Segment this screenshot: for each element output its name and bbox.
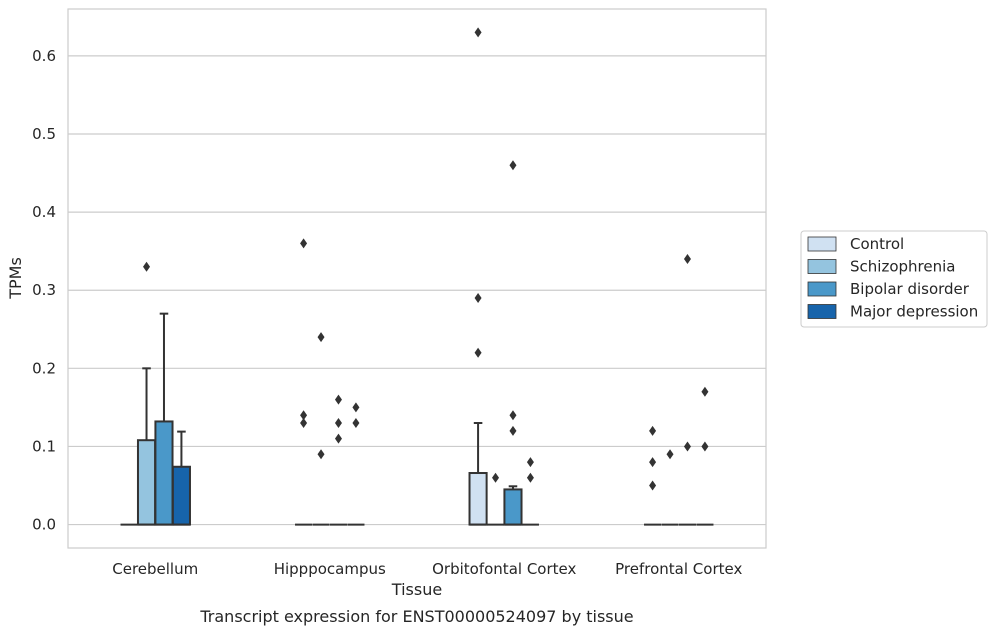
- outlier-point: [649, 425, 657, 436]
- outlier-point: [701, 386, 709, 397]
- legend-label: Control: [850, 235, 904, 253]
- y-tick-label: 0.3: [32, 281, 56, 299]
- legend-frame: [800, 230, 988, 328]
- y-tick-label: 0.2: [32, 359, 56, 377]
- box-body: [154, 420, 174, 526]
- legend-swatch: [807, 236, 837, 252]
- box-2-2: [503, 160, 523, 526]
- outlier-point: [334, 418, 342, 429]
- outlier-point: [509, 160, 517, 171]
- outlier-point: [474, 27, 482, 38]
- box-3-1: [661, 449, 679, 526]
- y-axis-ticks: 0.0 0.1 0.2 0.3 0.4 0.5 0.6: [32, 47, 56, 534]
- box-1-1: [312, 332, 330, 526]
- box-3-2: [678, 253, 697, 526]
- outlier-point: [509, 410, 517, 421]
- gridlines: [68, 55, 766, 526]
- chart-caption: Transcript expression for ENST0000052409…: [199, 607, 633, 626]
- outlier-point: [492, 472, 500, 483]
- box-body: [503, 488, 523, 526]
- y-tick-label: 0.5: [32, 125, 56, 143]
- outlier-point: [352, 418, 360, 429]
- box-body: [468, 472, 488, 526]
- box-0-1: [136, 261, 157, 526]
- outlier-point: [701, 441, 709, 452]
- box-1-2: [329, 394, 348, 526]
- outlier-point: [352, 402, 360, 413]
- outlier-point: [649, 457, 657, 468]
- outlier-point: [300, 410, 308, 421]
- outlier-point: [317, 332, 325, 343]
- outlier-point: [317, 449, 325, 460]
- outlier-point: [474, 293, 482, 304]
- box-marks: [120, 27, 714, 526]
- outlier-point: [474, 347, 482, 358]
- legend-swatch: [807, 304, 837, 319]
- legend-swatch: [807, 281, 837, 297]
- outlier-point: [300, 418, 308, 429]
- box-0-2: [154, 312, 174, 526]
- outlier-point: [509, 425, 517, 436]
- box-2-0: [468, 27, 488, 526]
- outlier-point: [666, 449, 674, 460]
- box-1-0: [295, 238, 313, 526]
- outlier-point: [143, 261, 151, 272]
- legend-label: Schizophrenia: [850, 258, 955, 276]
- outlier-point: [683, 253, 691, 264]
- plot-area: [67, 8, 767, 549]
- box-0-3: [171, 430, 191, 526]
- outlier-point: [683, 441, 691, 452]
- outlier-point: [526, 457, 534, 468]
- x-tick-label: Hipppocampus: [274, 560, 386, 578]
- box-3-3: [696, 386, 714, 526]
- y-tick-label: 0.0: [32, 516, 56, 534]
- legend-label: Bipolar disorder: [850, 280, 970, 298]
- x-tick-label: Cerebellum: [112, 560, 198, 578]
- legend-label: Major depression: [850, 303, 978, 321]
- outlier-point: [649, 480, 657, 491]
- x-tick-label: Prefrontal Cortex: [615, 560, 742, 578]
- outlier-point: [300, 238, 308, 249]
- outlier-point: [334, 394, 342, 405]
- y-tick-label: 0.1: [32, 437, 56, 455]
- box-2-3: [521, 457, 539, 526]
- box-body: [136, 439, 157, 526]
- y-axis-label: TPMs: [6, 257, 25, 300]
- legend: Control Schizophrenia Bipolar disorder Majo…: [800, 230, 988, 328]
- legend-swatch: [807, 259, 837, 274]
- y-tick-label: 0.4: [32, 203, 56, 221]
- box-1-3: [347, 402, 365, 526]
- box-body: [171, 465, 191, 526]
- box-2-1: [486, 472, 505, 526]
- outlier-point: [526, 472, 534, 483]
- outlier-point: [334, 433, 342, 444]
- x-tick-label: Orbitofontal Cortex: [432, 560, 576, 578]
- y-tick-label: 0.6: [32, 47, 56, 65]
- box-3-0: [644, 425, 662, 526]
- x-axis-ticks: Cerebellum Hipppocampus Orbitofontal Corte…: [112, 560, 742, 578]
- x-axis-label: Tissue: [391, 580, 442, 599]
